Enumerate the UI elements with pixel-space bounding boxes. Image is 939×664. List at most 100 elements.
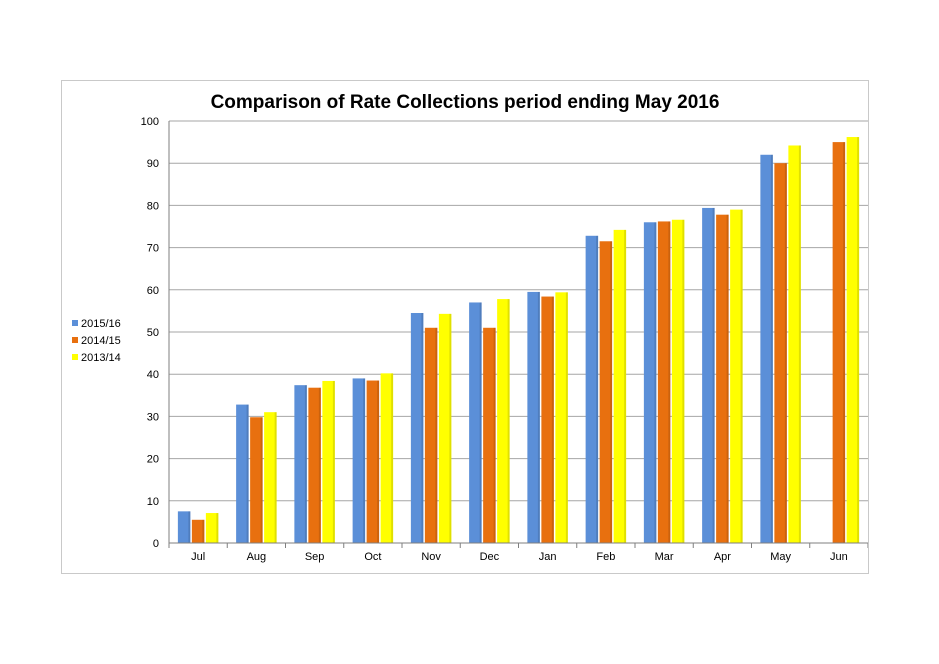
bar-shade <box>610 241 613 543</box>
y-tick-label: 50 <box>147 327 159 339</box>
bar-shade <box>712 207 715 543</box>
bar-2014-15-sep <box>308 387 321 543</box>
legend-swatch <box>72 320 78 326</box>
x-tick-label: Jun <box>830 551 848 563</box>
bar-2015-16-nov <box>410 313 424 543</box>
bar-shade <box>682 219 685 544</box>
bar-shade <box>654 222 657 543</box>
bar-shade <box>726 214 729 543</box>
bar-2015-16-jan <box>527 291 540 543</box>
bar-shade <box>332 380 335 543</box>
bar-2015-16-sep <box>294 385 307 543</box>
bar-2013-14-jan <box>555 292 568 543</box>
bar-2014-15-may <box>774 163 787 543</box>
bar-shade <box>363 378 366 543</box>
bar-2014-15-aug <box>250 417 263 543</box>
x-tick-label: Dec <box>480 551 500 563</box>
legend-swatch <box>72 354 78 360</box>
bar-2014-15-jul <box>191 519 205 543</box>
bar-2015-16-mar <box>643 222 657 543</box>
y-tick-label: 80 <box>147 200 159 212</box>
bar-2013-14-oct <box>380 373 394 543</box>
bar-shade <box>740 209 743 543</box>
bar-shade <box>784 163 787 543</box>
bar-2014-15-jun <box>832 142 846 543</box>
bar-2014-15-mar <box>657 221 671 543</box>
bar-shade <box>391 373 394 543</box>
bar-shade <box>798 145 801 543</box>
bars <box>177 137 860 544</box>
x-tick-label: Oct <box>364 551 381 563</box>
bar-shade <box>188 511 191 543</box>
x-tick-label: Feb <box>596 551 615 563</box>
bar-2015-16-feb <box>585 235 599 543</box>
bar-shade <box>843 142 846 543</box>
y-tick-label: 100 <box>141 116 159 128</box>
axes: 0 10 20 30 40 50 60 70 80 90 100 Jul Aug Sep Oct Nov Dec… <box>141 116 868 563</box>
bar-shade <box>479 302 482 543</box>
bar-shade <box>421 313 424 543</box>
legend-label: 2013/14 <box>81 352 121 364</box>
chart-title: Comparison of Rate Collections period en… <box>211 92 720 113</box>
y-tick-label: 90 <box>147 158 159 170</box>
gridlines <box>169 120 868 502</box>
bar-2013-14-mar <box>671 219 685 544</box>
y-tick-label: 0 <box>153 538 159 550</box>
chart-frame: Comparison of Rate Collections period en… <box>61 80 869 574</box>
bar-shade <box>216 513 219 543</box>
bar-shade <box>318 387 321 543</box>
bar-2013-14-jun <box>846 137 860 543</box>
bar-2015-16-aug <box>236 404 249 543</box>
bar-shade <box>668 221 671 543</box>
chart-svg: Comparison of Rate Collections period en… <box>72 92 868 563</box>
bar-shade <box>857 137 860 543</box>
bar-shade <box>770 154 773 543</box>
bar-shade <box>507 299 510 543</box>
y-tick-label: 10 <box>147 496 159 508</box>
bar-2013-14-aug <box>264 412 277 543</box>
bar-2013-14-jul <box>205 513 219 543</box>
bar-shade <box>624 229 627 543</box>
x-tick-label: Aug <box>247 551 267 563</box>
bar-shade <box>565 292 568 543</box>
bar-2014-15-apr <box>716 214 729 543</box>
y-tick-label: 40 <box>147 369 159 381</box>
x-tick-label: May <box>770 551 791 563</box>
bar-2015-16-apr <box>702 207 715 543</box>
bar-2015-16-oct <box>352 378 366 543</box>
y-tick-label: 70 <box>147 243 159 255</box>
bar-2014-15-jan <box>541 296 554 543</box>
x-tick-label: Jul <box>191 551 205 563</box>
bar-shade <box>246 404 249 543</box>
bar-shade <box>304 385 307 543</box>
bar-shade <box>449 313 452 543</box>
bar-2014-15-nov <box>424 327 438 543</box>
x-tick-label: Sep <box>305 551 325 563</box>
x-tick-label: Nov <box>421 551 441 563</box>
bar-2013-14-feb <box>613 229 627 543</box>
bar-shade <box>551 296 554 543</box>
bar-2014-15-dec <box>483 327 496 543</box>
bar-2013-14-nov <box>438 313 452 543</box>
bar-2015-16-may <box>760 154 773 543</box>
bar-2014-15-feb <box>599 241 613 543</box>
x-tick-label: Jan <box>539 551 557 563</box>
legend-label: 2015/16 <box>81 318 121 330</box>
x-tick-label: Mar <box>655 551 674 563</box>
x-tick-label: Apr <box>714 551 731 563</box>
legend-swatch <box>72 337 78 343</box>
y-tick-label: 60 <box>147 285 159 297</box>
bar-2014-15-oct <box>366 380 380 543</box>
bar-2015-16-dec <box>469 302 482 543</box>
bar-2013-14-sep <box>322 380 335 543</box>
y-tick-label: 30 <box>147 411 159 423</box>
bar-shade <box>260 417 263 543</box>
y-tick-label: 20 <box>147 454 159 466</box>
bar-2013-14-dec <box>497 299 510 543</box>
bar-2013-14-apr <box>730 209 743 543</box>
bar-shade <box>202 519 205 543</box>
bar-shade <box>435 327 438 543</box>
bar-shade <box>377 380 380 543</box>
bar-shade <box>274 412 277 543</box>
bar-shade <box>537 291 540 543</box>
